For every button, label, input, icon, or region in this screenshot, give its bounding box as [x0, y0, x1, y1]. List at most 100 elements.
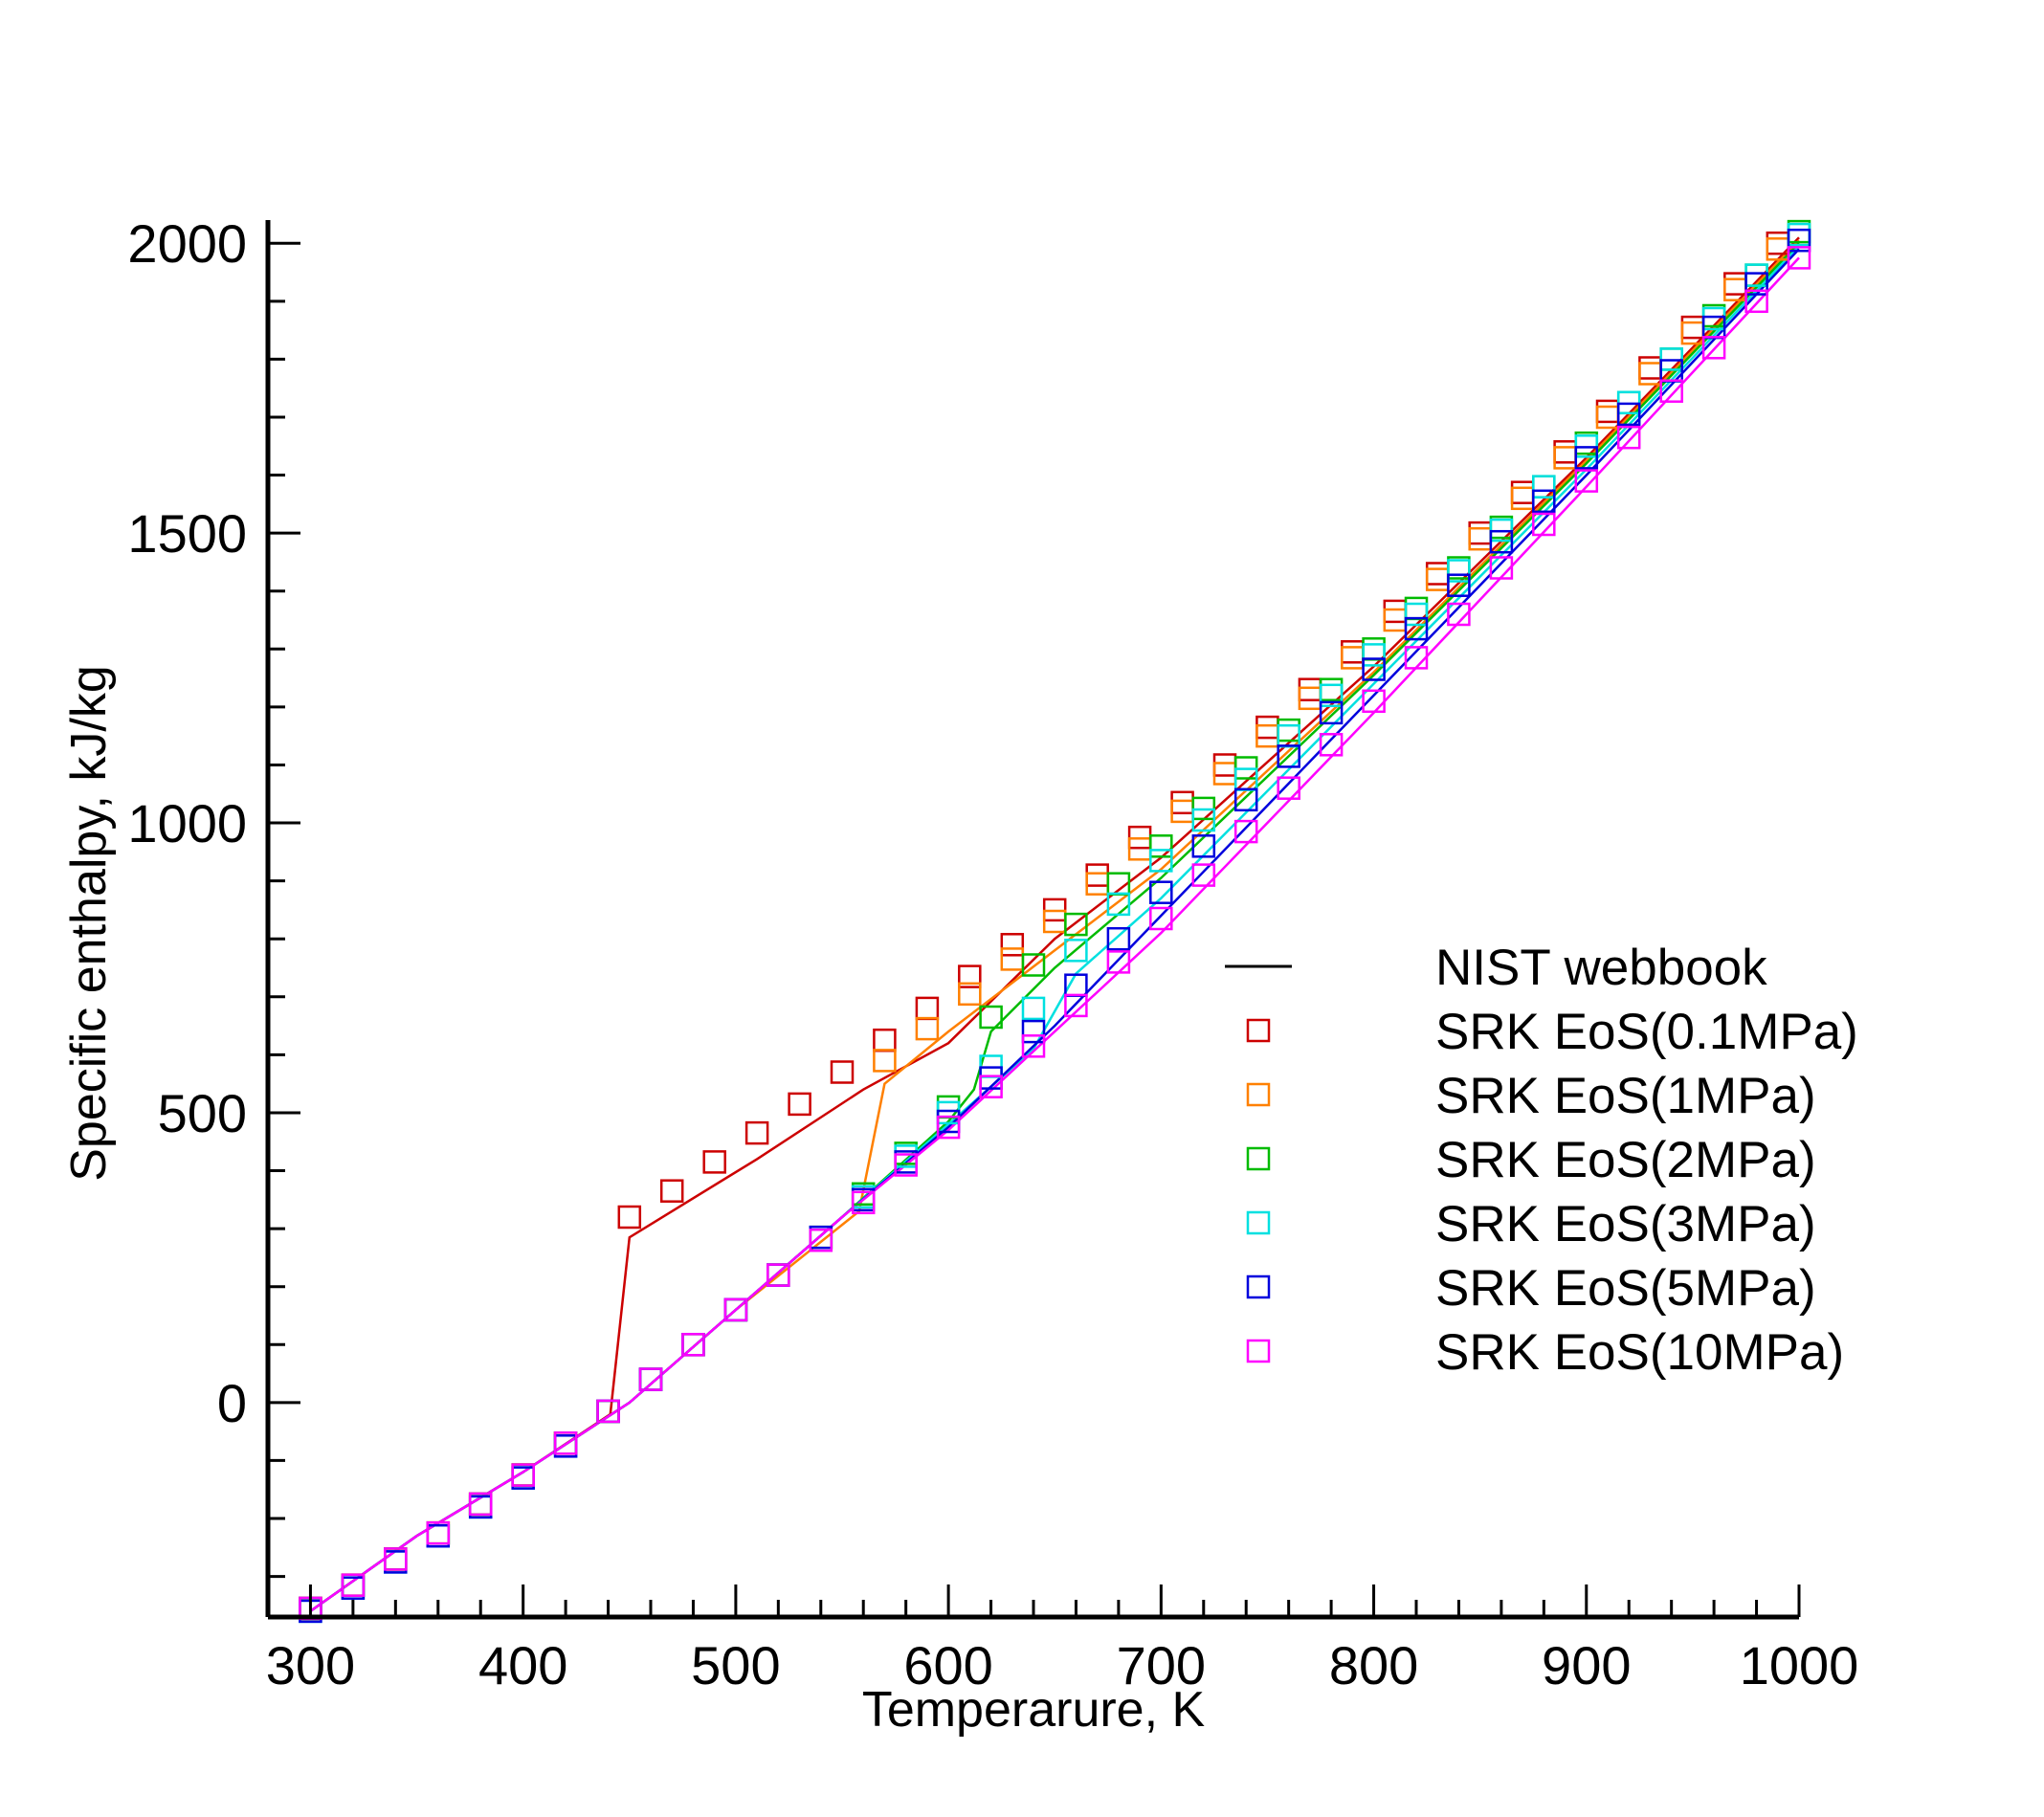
data-point-s3-26 — [1404, 602, 1429, 627]
data-point-s3-25 — [1362, 643, 1386, 667]
data-point-s5-26 — [1404, 646, 1429, 670]
data-point-s0-28 — [1468, 521, 1492, 545]
markers-layer — [299, 219, 1811, 1624]
data-point-s0-11 — [744, 1120, 769, 1145]
legend-marker-swatch — [1246, 1082, 1271, 1107]
data-point-s5-9 — [681, 1333, 705, 1357]
data-point-s4-31 — [1616, 402, 1641, 427]
data-point-s5-17 — [1021, 1034, 1046, 1058]
data-point-s5-35 — [1787, 246, 1811, 270]
data-point-s3-29 — [1532, 475, 1556, 499]
legend: NIST webbook SRK EoS(0.1MPa) SRK EoS(1MPa)… — [1225, 940, 1858, 1381]
data-point-s0-23 — [1255, 715, 1279, 740]
data-point-s5-34 — [1744, 289, 1768, 314]
data-point-s2-15 — [936, 1095, 961, 1119]
data-point-s5-7 — [596, 1399, 620, 1424]
legend-label: SRK EoS(3MPa) — [1435, 1196, 1816, 1252]
data-point-s1-17 — [1000, 947, 1025, 971]
y-tick-label: 500 — [158, 1083, 247, 1143]
x-tick-label: 400 — [478, 1635, 567, 1695]
data-point-s1-30 — [1553, 446, 1577, 470]
data-point-s5-8 — [638, 1367, 663, 1391]
data-point-s1-14 — [873, 1049, 897, 1073]
data-point-s5-29 — [1532, 512, 1556, 537]
data-point-s1-29 — [1510, 486, 1535, 511]
data-point-s5-19 — [1106, 950, 1131, 974]
data-point-s5-30 — [1574, 469, 1599, 493]
data-point-s5-20 — [1149, 906, 1173, 931]
x-axis-title: Temperarure, K — [862, 1682, 1206, 1738]
data-point-s5-21 — [1191, 863, 1216, 887]
data-point-s0-26 — [1383, 599, 1408, 624]
data-point-s3-18 — [1064, 939, 1088, 963]
x-tick-label: 600 — [903, 1635, 992, 1695]
data-point-s5-2 — [384, 1547, 408, 1571]
data-point-s0-16 — [958, 964, 982, 988]
data-point-s3-19 — [1106, 892, 1131, 917]
data-point-s0-17 — [1000, 933, 1025, 957]
data-point-s1-19 — [1085, 872, 1109, 896]
data-point-s5-15 — [936, 1115, 961, 1140]
data-point-s0-24 — [1298, 677, 1322, 701]
data-point-s0-27 — [1425, 562, 1450, 586]
data-point-s0-13 — [830, 1060, 855, 1084]
legend-marker-swatch — [1246, 1018, 1271, 1043]
data-point-s4-20 — [1149, 880, 1173, 904]
data-point-s0-30 — [1553, 440, 1577, 464]
x-tick-label: 500 — [691, 1635, 780, 1695]
data-point-s3-24 — [1319, 683, 1344, 708]
data-point-s4-21 — [1191, 834, 1216, 858]
legend-marker-swatch — [1246, 1146, 1271, 1171]
data-point-s5-31 — [1616, 425, 1641, 450]
data-point-s3-17 — [1021, 996, 1046, 1021]
x-tick-label: 700 — [1117, 1635, 1206, 1695]
data-point-s5-6 — [553, 1431, 578, 1455]
x-tick-label: 1000 — [1740, 1635, 1859, 1695]
data-point-s5-5 — [511, 1463, 535, 1487]
data-point-s3-20 — [1149, 849, 1173, 873]
data-point-s4-26 — [1404, 616, 1429, 641]
data-point-s0-19 — [1085, 863, 1109, 887]
data-point-s1-8 — [638, 1367, 663, 1391]
data-point-s1-23 — [1255, 723, 1279, 748]
data-point-s5-33 — [1701, 336, 1726, 360]
data-point-s4-22 — [1233, 787, 1258, 812]
data-point-s2-17 — [1021, 953, 1046, 977]
data-point-s5-1 — [341, 1573, 366, 1597]
legend-label: SRK EoS(2MPa) — [1435, 1132, 1816, 1188]
data-point-s2-20 — [1149, 834, 1173, 858]
data-point-s1-26 — [1383, 608, 1408, 632]
data-point-s5-23 — [1277, 776, 1300, 800]
data-point-s0-29 — [1510, 480, 1535, 504]
data-point-s4-27 — [1447, 573, 1471, 597]
data-point-s0-12 — [788, 1092, 811, 1117]
data-point-s4-29 — [1532, 489, 1556, 514]
data-point-s0-10 — [702, 1150, 726, 1174]
data-point-s0-21 — [1170, 790, 1194, 815]
y-axis-title: Specific enthalpy, kJ/kg — [61, 665, 117, 1182]
data-point-s5-25 — [1362, 689, 1386, 714]
axes-layer: 300 400 500 600 700 800 900 1000 0 500 1000 1500 200… — [127, 213, 1858, 1695]
legend-marker-swatch — [1246, 1274, 1271, 1299]
data-point-s3-8 — [638, 1367, 663, 1391]
data-point-s5-10 — [723, 1297, 748, 1322]
data-point-s5-32 — [1659, 379, 1683, 403]
data-point-s1-25 — [1341, 646, 1365, 670]
data-point-s5-14 — [894, 1153, 918, 1177]
data-point-s0-25 — [1341, 640, 1365, 664]
legend-label: SRK EoS(5MPa) — [1435, 1260, 1816, 1317]
data-point-s0-14 — [873, 1028, 897, 1053]
data-point-s2-16 — [979, 1005, 1003, 1030]
data-point-s4-17 — [1021, 1019, 1046, 1044]
data-point-s1-21 — [1170, 799, 1194, 824]
data-point-s3-21 — [1191, 808, 1216, 832]
data-point-s1-24 — [1298, 686, 1322, 711]
legend-label: SRK EoS(0.1MPa) — [1435, 1004, 1858, 1060]
data-point-s4-25 — [1362, 657, 1386, 681]
data-point-s4-35 — [1787, 228, 1811, 253]
data-point-s0-22 — [1212, 753, 1237, 777]
data-point-s1-15 — [915, 1016, 940, 1041]
data-point-s5-24 — [1319, 733, 1344, 757]
data-point-s1-27 — [1425, 567, 1450, 591]
data-point-s1-31 — [1595, 405, 1620, 430]
